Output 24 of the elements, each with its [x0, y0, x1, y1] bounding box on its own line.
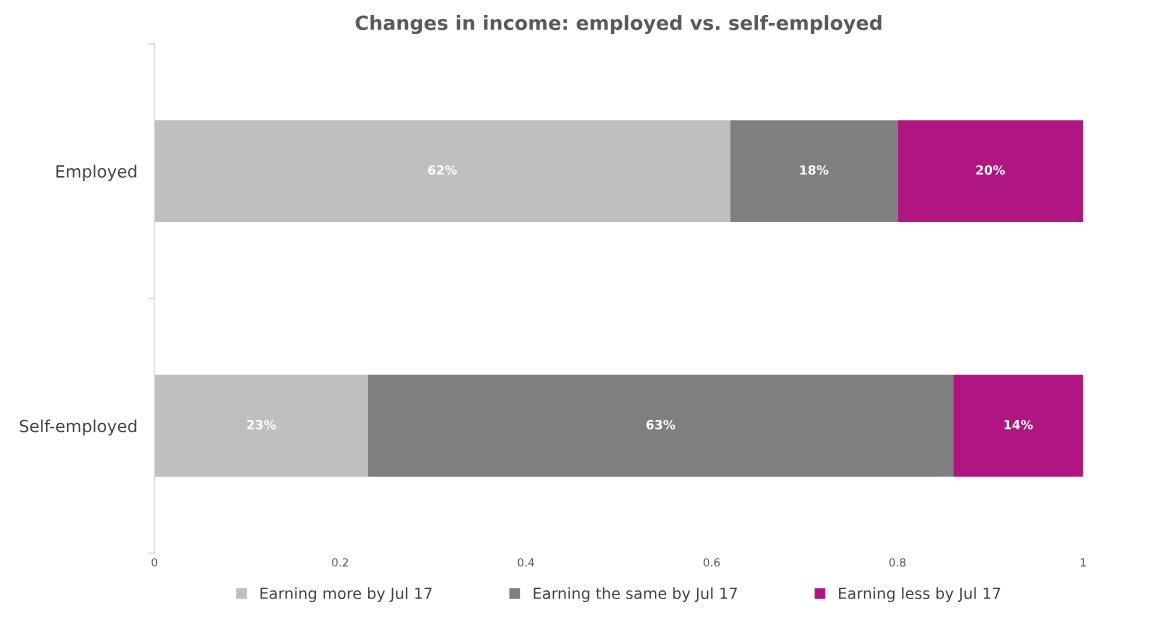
legend-label: Earning more by Jul 17 — [260, 587, 432, 603]
legend-label: Earning the same by Jul 17 — [533, 587, 737, 603]
bar — [154, 120, 731, 223]
data-label: 23% — [247, 419, 276, 430]
bar — [953, 374, 1084, 477]
x-tick-label: 1 — [1080, 558, 1086, 567]
chart-title: Changes in income: employed vs. self-employed — [355, 15, 882, 35]
data-label: 62% — [428, 165, 457, 175]
x-tick-label: 0.2 — [332, 558, 348, 567]
x-tick-label: 0.8 — [889, 558, 906, 567]
data-label: 20% — [976, 165, 1005, 175]
x-tick-label: 0.4 — [517, 558, 535, 567]
bar — [368, 374, 954, 477]
data-label: 18% — [800, 165, 829, 175]
y-tick-label: Self-employed — [19, 419, 137, 436]
bar — [897, 120, 1084, 223]
y-tick-label: Employed — [56, 164, 137, 181]
bar — [154, 374, 369, 477]
data-label: 63% — [646, 419, 676, 430]
data-label: 14% — [1004, 419, 1033, 430]
bar — [730, 120, 898, 223]
x-tick-label: 0.6 — [703, 558, 720, 567]
x-tick-label: 0 — [151, 558, 158, 567]
legend-label: Earning less by Jul 17 — [839, 587, 1001, 603]
